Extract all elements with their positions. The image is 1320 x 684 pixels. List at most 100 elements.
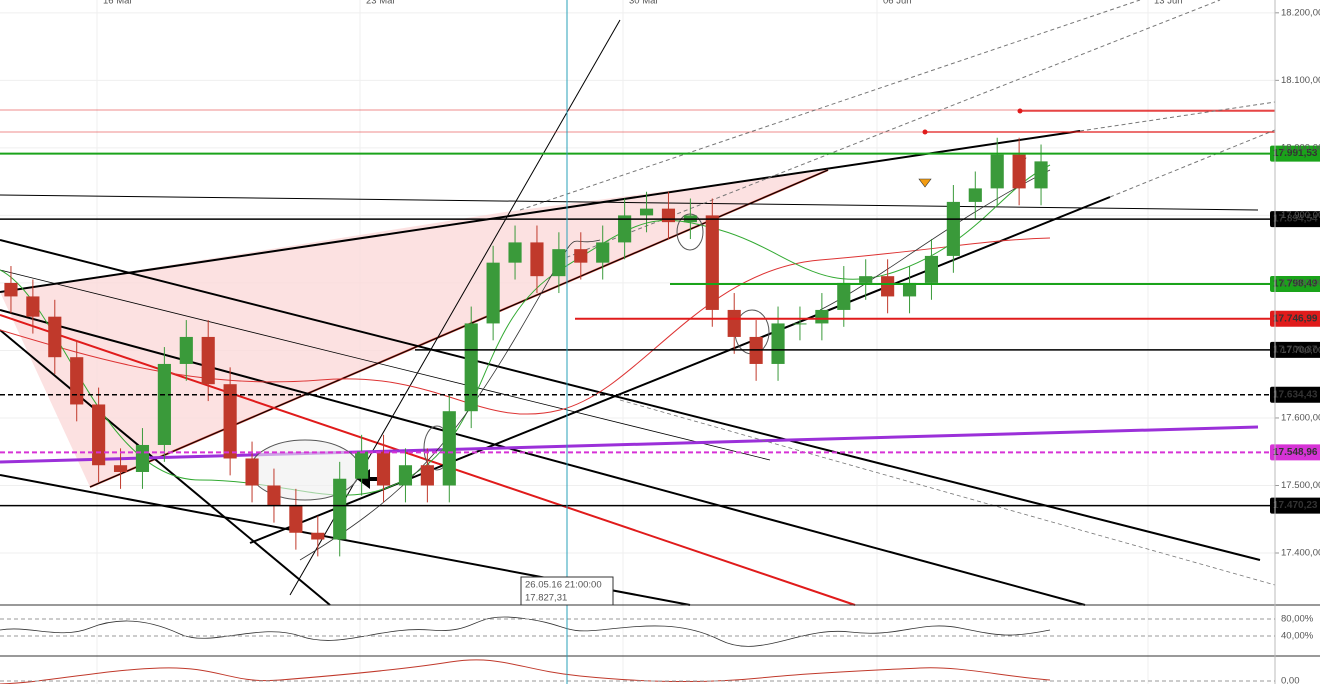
channel-line bbox=[559, 0, 1221, 261]
candle-body bbox=[968, 188, 982, 202]
level-label-box bbox=[1270, 145, 1320, 162]
candle-body bbox=[639, 208, 654, 216]
trendline bbox=[0, 329, 331, 606]
trendline bbox=[0, 425, 1259, 464]
x-tick-label: 16 Mai bbox=[103, 0, 132, 7]
trendline bbox=[89, 169, 829, 488]
y-tick-label: 18.200,00 bbox=[1281, 7, 1320, 18]
level-label: 17.700,87 bbox=[1273, 344, 1318, 355]
candle-body bbox=[596, 242, 610, 263]
candle-body bbox=[420, 465, 434, 486]
channel-line bbox=[1079, 101, 1276, 132]
candle-body bbox=[530, 242, 544, 277]
candle-body bbox=[92, 404, 106, 466]
macd-line bbox=[0, 659, 1051, 684]
trendline bbox=[0, 269, 771, 461]
candle-body bbox=[442, 411, 456, 486]
candle-body bbox=[618, 215, 632, 243]
candle-body bbox=[727, 309, 741, 337]
rsi-line bbox=[0, 616, 1051, 647]
candle-body bbox=[289, 505, 303, 533]
y-tick-label: 17.800,00 bbox=[1281, 277, 1320, 288]
y-tick-label: 17.400,00 bbox=[1281, 548, 1320, 559]
indicator-tick-label: 0,00 bbox=[1281, 676, 1300, 684]
level-label-box bbox=[1270, 497, 1320, 514]
candle-body bbox=[311, 532, 325, 540]
indicator-tick-label: 80,00% bbox=[1281, 614, 1314, 625]
candle-body bbox=[355, 451, 369, 479]
moving-average bbox=[0, 237, 1051, 415]
level-label: 17.634,43 bbox=[1273, 389, 1318, 400]
candles bbox=[4, 137, 1048, 557]
candle-body bbox=[26, 296, 40, 317]
y-tick-label: 17.500,00 bbox=[1281, 480, 1320, 491]
candle-body bbox=[157, 363, 171, 445]
candle-body bbox=[946, 201, 960, 256]
candle-body bbox=[793, 323, 807, 325]
candle-body bbox=[924, 255, 939, 283]
candle-body bbox=[552, 249, 566, 277]
candle-body bbox=[267, 485, 281, 506]
candle-body bbox=[815, 309, 829, 324]
candle-body bbox=[179, 336, 193, 364]
candle-body bbox=[464, 323, 478, 412]
candle-body bbox=[859, 276, 873, 283]
candle-body bbox=[376, 451, 391, 486]
candle-body bbox=[661, 208, 676, 223]
indicator-tick-label: 40,00% bbox=[1281, 631, 1314, 642]
candle-body bbox=[486, 262, 500, 324]
candle-body bbox=[48, 316, 62, 358]
level-label-box bbox=[1270, 444, 1320, 461]
candle-body bbox=[201, 336, 215, 385]
candle-body bbox=[1012, 154, 1026, 189]
candle-body bbox=[4, 282, 18, 297]
level-label-box bbox=[1270, 341, 1320, 358]
crosshair-date: 26.05.16 21:00:00 bbox=[525, 580, 602, 591]
candle-body bbox=[508, 242, 522, 263]
level-label: 17.470,23 bbox=[1273, 500, 1318, 511]
level-label-box bbox=[1270, 386, 1320, 403]
channel-line bbox=[1109, 129, 1276, 198]
x-tick-label: 30 Mai bbox=[629, 0, 658, 7]
x-tick-label: 06 Jun bbox=[883, 0, 912, 7]
candle-body bbox=[837, 282, 851, 310]
trendline bbox=[0, 194, 1259, 211]
y-tick-label: 17.700,00 bbox=[1281, 345, 1320, 356]
level-label: 17.548,96 bbox=[1273, 447, 1318, 458]
crosshair-price: 17.827,31 bbox=[525, 593, 567, 604]
candle-body bbox=[113, 465, 128, 472]
x-tick-label: 13 Jun bbox=[1154, 0, 1183, 7]
candle-body bbox=[705, 215, 719, 310]
candle-body bbox=[771, 323, 785, 364]
anchor bbox=[1017, 108, 1023, 114]
wedge-fill bbox=[0, 170, 828, 487]
crosshair-tooltip bbox=[520, 576, 614, 606]
level-label-box bbox=[1270, 310, 1320, 327]
y-tick-label: 17.900,00 bbox=[1281, 210, 1320, 221]
level-label: 17.798,49 bbox=[1273, 279, 1318, 290]
candle-body bbox=[881, 276, 895, 297]
x-tick-label: 23 Mai bbox=[366, 0, 395, 7]
candle-body bbox=[333, 478, 347, 540]
anchor bbox=[922, 129, 928, 135]
y-tick-label: 18.000,00 bbox=[1281, 142, 1320, 153]
candle-body bbox=[1034, 161, 1048, 189]
level-label-box bbox=[1270, 211, 1320, 228]
candle-body bbox=[574, 249, 588, 263]
candle-body bbox=[990, 154, 1004, 189]
y-tick-label: 18.100,00 bbox=[1281, 75, 1320, 86]
drawings bbox=[0, 0, 1276, 606]
candle-body bbox=[70, 357, 84, 405]
candle-body bbox=[398, 465, 413, 486]
indicator-panels: 80,00% 40,00% 0,00 bbox=[0, 614, 1314, 684]
level-label-box bbox=[1270, 275, 1320, 292]
levels: 17.991,53 17.894,54 17.798,49 17.746,99 17.7… bbox=[0, 145, 1320, 514]
level-label: 17.991,53 bbox=[1273, 148, 1318, 159]
level-label: 17.746,99 bbox=[1273, 313, 1318, 324]
level-label: 17.894,54 bbox=[1273, 214, 1318, 225]
candle-body bbox=[223, 384, 237, 459]
trendline bbox=[0, 239, 1261, 561]
y-tick-label: 17.600,00 bbox=[1281, 412, 1320, 423]
channel-line bbox=[619, 399, 1276, 586]
